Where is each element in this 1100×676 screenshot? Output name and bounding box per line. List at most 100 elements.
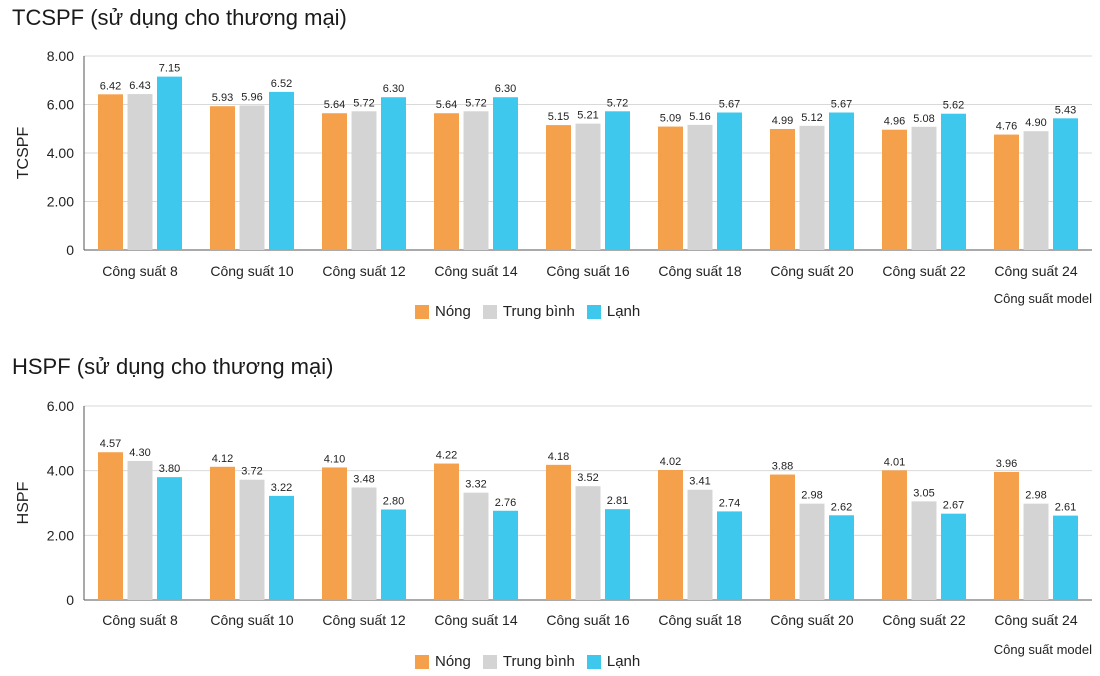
tcspf-y-axis-label: TCSPF [15,127,32,180]
hspf-bar-trung-binh [575,486,601,600]
tcspf-y-tick-label: 0 [66,242,74,258]
tcspf-x-tick-label: Công suất 14 [434,263,517,279]
hspf-x-tick-label: Công suất 12 [322,612,405,628]
tcspf-bar-trung-binh [575,123,601,250]
tcspf-x-tick-label: Công suất 16 [546,263,629,279]
hspf-x-tick-label: Công suất 14 [434,612,517,628]
tcspf-data-label-trung-binh: 5.96 [241,91,262,103]
hspf-data-label-trung-binh: 2.98 [1025,490,1046,502]
tcspf-data-label-nong: 5.15 [548,111,569,123]
chart-title-hspf: HSPF (sử dụng cho thương mại) [12,354,334,379]
tcspf-data-label-nong: 5.93 [212,92,233,104]
hspf-data-label-lanh: 2.67 [943,500,964,512]
legend-swatch-trung-binh [482,304,497,319]
hspf-bar-nong [546,464,571,600]
legend-item-trung-binh: Trung bình [482,653,575,670]
tcspf-bar-nong [434,113,459,250]
legend-item-nong: Nóng [415,303,471,320]
tcspf-bar-trung-binh [127,94,153,250]
hspf-data-label-nong: 4.57 [100,438,121,450]
legend-item-lanh: Lạnh [586,653,641,670]
hspf-bar-nong [994,471,1019,600]
hspf-bar-nong [882,470,907,600]
hspf-y-tick-label: 2.00 [47,527,74,543]
tcspf-bar-trung-binh [239,105,265,250]
hspf-data-label-trung-binh: 4.30 [129,447,150,459]
hspf-data-label-nong: 4.01 [884,456,905,468]
legend-item-nong: Nóng [415,653,471,670]
hspf-data-label-nong: 3.88 [772,461,793,473]
tcspf-bar-lanh [269,91,294,250]
tcspf-x-tick-label: Công suất 8 [102,263,178,279]
hspf-data-label-trung-binh: 3.41 [689,476,710,488]
hspf-y-axis-label: HSPF [15,481,32,524]
tcspf-data-label-trung-binh: 5.08 [913,113,934,125]
tcspf-x-axis-label: Công suất model [994,291,1092,306]
hspf-bar-lanh [493,510,518,600]
hspf-bar-nong [434,463,459,600]
tcspf-data-label-lanh: 6.52 [271,78,292,90]
tcspf-x-tick-label: Công suất 10 [210,263,293,279]
tcspf-bar-trung-binh [463,111,489,250]
hspf-bar-lanh [381,509,406,600]
tcspf-data-label-lanh: 5.43 [1055,104,1076,116]
hspf-x-tick-label: Công suất 24 [994,612,1077,628]
tcspf-data-label-lanh: 5.72 [607,97,628,109]
hspf-y-tick-label: 4.00 [47,463,74,479]
hspf-data-label-trung-binh: 3.48 [353,473,374,485]
hspf-data-label-nong: 4.02 [660,456,681,468]
hspf-bar-trung-binh [127,460,153,600]
tcspf-bar-trung-binh [1023,131,1049,250]
hspf-bar-trung-binh [911,501,937,600]
tcspf-bar-lanh [493,97,518,250]
hspf-bar-nong [322,467,347,600]
tcspf-bar-nong [658,126,683,250]
hspf-bar-trung-binh [1023,503,1049,600]
legend-label-trung-binh: Trung bình [502,303,575,320]
hspf-data-label-trung-binh: 3.52 [577,472,598,484]
tcspf-bar-lanh [381,97,406,250]
tcspf-x-tick-label: Công suất 20 [770,263,853,279]
hspf-data-label-nong: 3.96 [996,458,1017,470]
legend-label-lanh: Lạnh [606,653,641,670]
tcspf-bar-nong [546,125,571,250]
hspf-x-tick-label: Công suất 16 [546,612,629,628]
legend-item-lanh: Lạnh [586,303,641,320]
hspf-data-label-lanh: 2.81 [607,495,628,507]
tcspf-y-tick-label: 2.00 [47,194,74,210]
tcspf-bar-nong [98,94,123,250]
legend-label-lanh: Lạnh [606,303,641,320]
tcspf-data-label-nong: 5.09 [660,113,681,125]
tcspf-bar-nong [994,134,1019,250]
hspf-x-tick-label: Công suất 18 [658,612,741,628]
tcspf-data-label-trung-binh: 5.72 [353,97,374,109]
hspf-bar-lanh [1053,515,1078,600]
hspf-data-label-nong: 4.10 [324,453,345,465]
legend-label-nong: Nóng [435,653,471,670]
tcspf-data-label-nong: 5.64 [436,99,457,111]
chart-title-tcspf: TCSPF (sử dụng cho thương mại) [12,5,347,30]
hspf-data-label-trung-binh: 3.32 [465,479,486,491]
hspf-data-label-lanh: 2.74 [719,497,740,509]
tcspf-bar-nong [322,113,347,250]
tcspf-x-tick-label: Công suất 18 [658,263,741,279]
tcspf-bar-lanh [157,76,182,250]
hspf-bar-trung-binh [687,489,713,600]
hspf-data-label-nong: 4.12 [212,453,233,465]
tcspf-data-label-nong: 5.64 [324,99,345,111]
tcspf-y-tick-label: 6.00 [47,97,74,113]
tcspf-x-tick-label: Công suất 22 [882,263,965,279]
tcspf-bar-trung-binh [351,111,377,250]
tcspf-bar-nong [210,106,235,250]
hspf-data-label-trung-binh: 3.72 [241,466,262,478]
legend-swatch-nong [415,304,429,319]
hspf-data-label-lanh: 2.62 [831,501,852,513]
hspf-bar-nong [770,474,795,600]
hspf-data-label-lanh: 2.61 [1055,502,1076,514]
tcspf-data-label-lanh: 6.30 [383,83,404,95]
tcspf-x-tick-label: Công suất 12 [322,263,405,279]
hspf-bar-trung-binh [239,479,265,600]
legend-item-trung-binh: Trung bình [482,303,575,320]
legend-swatch-lanh [586,304,601,319]
tcspf-bar-lanh [717,112,742,250]
